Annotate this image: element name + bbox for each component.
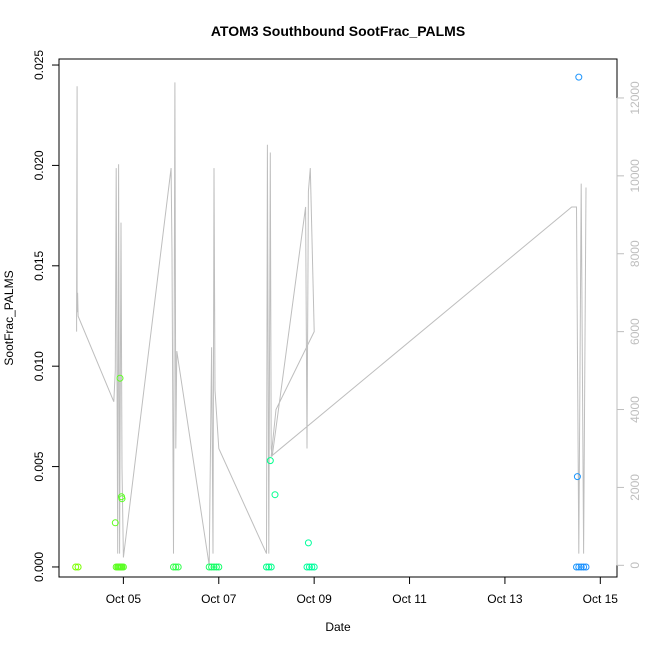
y2-tick-label: 10000 xyxy=(628,159,642,193)
data-point xyxy=(263,563,270,571)
y-tick-label: 0.005 xyxy=(32,451,46,481)
data-point xyxy=(573,563,580,571)
data-point xyxy=(582,563,590,571)
data-point xyxy=(172,563,180,571)
x-tick-label: Oct 05 xyxy=(106,592,142,606)
y-tick-label: 0.020 xyxy=(32,150,46,180)
data-point xyxy=(310,563,318,571)
y2-tick-label: 0 xyxy=(628,562,642,569)
data-point xyxy=(118,495,126,503)
data-point xyxy=(304,539,312,547)
y2-tick-label: 8000 xyxy=(628,240,642,267)
chart-title: ATOM3 Southbound SootFrac_PALMS xyxy=(211,23,465,39)
plot-frame xyxy=(58,58,618,578)
data-point xyxy=(74,563,82,571)
y2-tick-label: 6000 xyxy=(628,318,642,345)
x-axis: Oct 05 Oct 07 Oct 09 Oct 11 Oct 13 Oct 15 xyxy=(106,576,619,606)
data-point xyxy=(208,563,216,571)
altitude-series-line xyxy=(76,82,587,566)
data-point xyxy=(271,491,279,499)
x-axis-label: Date xyxy=(325,620,351,634)
y-axis-label: SootFrac_PALMS xyxy=(2,270,16,365)
data-point xyxy=(72,563,80,571)
data-point xyxy=(116,374,124,382)
points-layer xyxy=(72,73,590,571)
y-tick-label: 0.015 xyxy=(32,250,46,280)
y-tick-label: 0.025 xyxy=(32,50,46,80)
secondary-y-axis: 0 2000 4000 6000 8000 10000 12000 xyxy=(616,81,642,569)
data-point xyxy=(267,563,275,571)
data-point xyxy=(265,563,273,571)
altitude-line-layer xyxy=(76,82,587,566)
data-point xyxy=(170,563,177,571)
data-point xyxy=(575,563,583,571)
data-point xyxy=(305,563,313,571)
data-point xyxy=(303,563,311,571)
data-point xyxy=(575,73,583,81)
y2-tick-label: 4000 xyxy=(628,396,642,423)
x-tick-label: Oct 13 xyxy=(487,592,523,606)
y2-tick-label: 12000 xyxy=(628,81,642,115)
data-point xyxy=(210,563,218,571)
data-point xyxy=(573,473,581,481)
data-point xyxy=(205,563,213,571)
data-point xyxy=(111,519,119,527)
data-point xyxy=(119,563,127,571)
y2-tick-label: 2000 xyxy=(628,474,642,501)
data-point xyxy=(308,563,316,571)
x-tick-label: Oct 07 xyxy=(201,592,237,606)
x-tick-label: Oct 11 xyxy=(392,592,427,606)
data-point xyxy=(215,563,223,571)
x-tick-label: Oct 15 xyxy=(583,592,619,606)
x-tick-label: Oct 09 xyxy=(296,592,332,606)
data-point xyxy=(212,563,220,571)
data-point xyxy=(580,563,588,571)
y-tick-label: 0.000 xyxy=(32,552,46,582)
data-point xyxy=(174,563,182,571)
y-tick-label: 0.010 xyxy=(32,351,46,381)
data-point xyxy=(266,457,274,465)
y-axis: 0.000 0.005 0.010 0.015 0.020 0.025 xyxy=(32,50,60,582)
data-point xyxy=(577,563,585,571)
